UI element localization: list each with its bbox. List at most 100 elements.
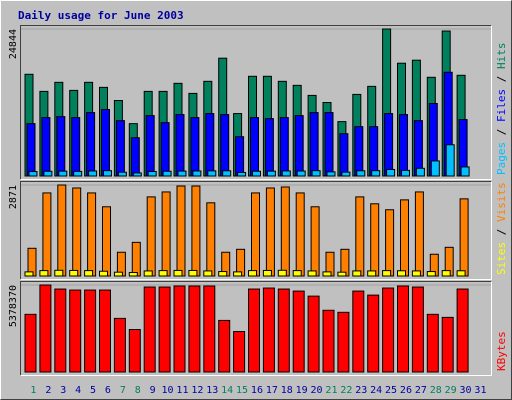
bar: [445, 144, 455, 177]
bar: [203, 270, 213, 277]
bar: [205, 113, 215, 177]
bar: [296, 170, 306, 177]
x-tick-label: 3: [60, 385, 66, 396]
bar: [309, 112, 319, 177]
bar: [86, 112, 96, 177]
bar: [352, 270, 362, 277]
bar: [459, 198, 469, 277]
bar: [235, 136, 245, 177]
bar: [397, 270, 406, 277]
bar: [337, 271, 347, 277]
x-tick-label: 9: [150, 385, 156, 396]
bar: [456, 288, 469, 373]
bar: [415, 167, 425, 177]
x-tick-label: 22: [340, 385, 352, 396]
bar: [132, 172, 142, 177]
bar: [146, 196, 156, 277]
bar: [147, 171, 157, 177]
bar: [401, 169, 410, 177]
bar: [281, 170, 291, 177]
bar: [54, 288, 67, 373]
bar: [190, 117, 200, 177]
x-tick-label: 24: [370, 385, 382, 396]
bar: [54, 269, 64, 277]
panel-dark: [20, 181, 492, 280]
panel-dark: [20, 25, 492, 180]
bar: [322, 271, 332, 277]
bar: [177, 170, 187, 177]
bar: [84, 289, 97, 373]
bar: [162, 170, 172, 177]
panel-light: [20, 25, 492, 180]
bar: [42, 192, 52, 277]
bar: [160, 122, 170, 177]
bar: [220, 114, 230, 177]
x-tick-label: 19: [296, 385, 308, 396]
x-tick-label: 21: [325, 385, 337, 396]
bar: [411, 286, 424, 373]
bar: [58, 170, 68, 177]
x-tick-label: 18: [281, 385, 293, 396]
x-tick-label: 7: [120, 385, 126, 396]
x-tick-label: 27: [415, 385, 427, 396]
bar: [99, 270, 108, 277]
bar: [426, 313, 439, 373]
bar: [277, 288, 290, 373]
bar: [311, 170, 321, 177]
bar: [295, 192, 305, 277]
bar: [371, 170, 381, 177]
bar: [188, 285, 201, 373]
bar: [128, 329, 141, 373]
bar: [456, 270, 466, 277]
bar: [382, 287, 395, 373]
bar: [143, 270, 153, 277]
legend-entry: KBytes: [495, 331, 508, 371]
bar: [41, 117, 51, 177]
bar: [102, 206, 111, 277]
bar: [39, 284, 52, 373]
legend-separator: /: [495, 122, 508, 142]
bar: [341, 171, 351, 177]
bar: [326, 171, 336, 177]
bar: [69, 269, 79, 277]
bar: [115, 120, 125, 177]
legend-separator: /: [495, 69, 508, 89]
bar: [56, 116, 66, 177]
x-tick-label: 8: [135, 385, 141, 396]
x-tick-label: 11: [176, 385, 188, 396]
bar: [292, 270, 302, 277]
bar: [84, 270, 94, 277]
bar: [28, 171, 38, 177]
bar: [222, 170, 232, 177]
bar: [188, 269, 198, 277]
bar: [233, 331, 246, 373]
bar: [262, 269, 272, 277]
bar: [413, 120, 423, 177]
bar: [99, 289, 111, 373]
bar: [143, 286, 156, 373]
bar: [382, 270, 392, 277]
y-tick-label: 24844: [8, 29, 19, 59]
bar: [294, 115, 304, 177]
bar: [103, 170, 112, 177]
bar: [57, 184, 67, 277]
bar: [101, 109, 110, 177]
bar: [113, 317, 126, 373]
bar: [400, 199, 409, 277]
bar: [251, 192, 260, 277]
bar: [173, 269, 183, 277]
bar: [460, 166, 470, 177]
bar: [264, 118, 274, 177]
x-tick-label: 14: [221, 385, 233, 396]
panel-light: [20, 181, 492, 280]
bar: [176, 185, 186, 277]
bar: [113, 271, 123, 277]
legend-entry: Files: [495, 89, 508, 122]
bar: [441, 270, 451, 277]
x-tick-label: 2: [45, 385, 51, 396]
y-tick-label: 2871: [8, 185, 19, 209]
x-tick-label: 17: [266, 385, 278, 396]
bar: [128, 272, 138, 277]
x-tick-label: 28: [430, 385, 442, 396]
